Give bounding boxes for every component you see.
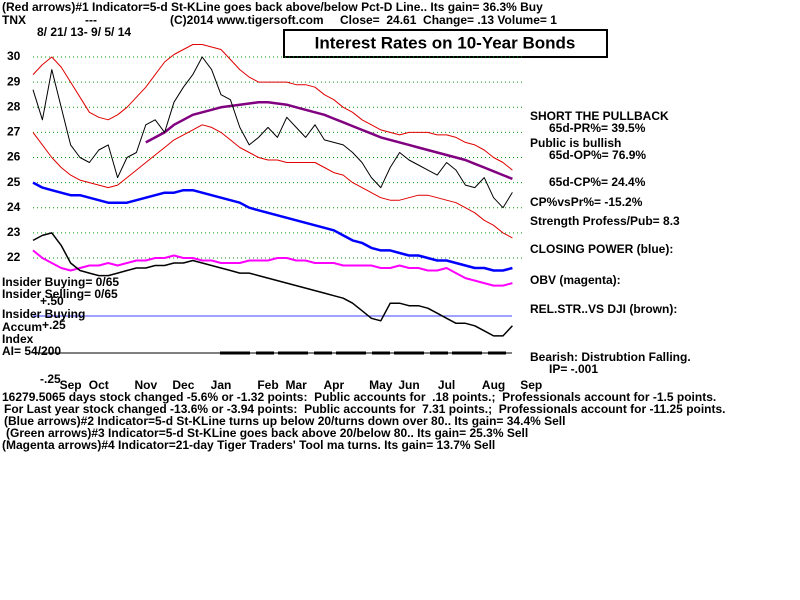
insider-note: Insider Buying= 0/65 bbox=[2, 275, 119, 289]
x-tick-label: Aug bbox=[482, 378, 505, 392]
copyright: (C)2014 www.tigersoft.com bbox=[170, 13, 324, 27]
series-name: REL.STR..VS DJI (brown): bbox=[530, 302, 677, 316]
insider-note: Insider Buying bbox=[2, 307, 85, 321]
x-tick-label: Jul bbox=[438, 378, 455, 392]
x-tick-label: Sep bbox=[520, 378, 542, 392]
signal-line: (Green arrows)#3 Indicator=5-d St-KLine … bbox=[6, 426, 528, 440]
series-line bbox=[32, 249, 513, 287]
series-name: CLOSING POWER (blue): bbox=[530, 242, 673, 256]
signal-line: (Blue arrows)#2 Indicator=5-d St-KLine t… bbox=[4, 414, 565, 428]
note: Strength Profess/Pub= 8.3 bbox=[530, 214, 680, 228]
y-tick-label: 26 bbox=[7, 150, 21, 164]
chart-title: Interest Rates on 10-Year Bonds bbox=[315, 33, 576, 52]
series-line bbox=[32, 181, 513, 272]
series-line bbox=[32, 56, 513, 209]
stats-line: 16279.5065 days stock changed -5.6% or -… bbox=[2, 390, 716, 404]
x-tick-label: Dec bbox=[172, 378, 194, 392]
signal-line: (Red arrows)#1 Indicator=5-d St-KLine go… bbox=[2, 0, 543, 14]
series-line bbox=[32, 44, 513, 171]
y-tick-label: 28 bbox=[7, 99, 21, 113]
y-tick-label: 24 bbox=[7, 200, 21, 214]
x-tick-label: Nov bbox=[134, 378, 157, 392]
x-tick-label: Oct bbox=[89, 378, 109, 392]
insider-note: +.50 bbox=[40, 294, 64, 308]
note: 65d-CP%= 24.4% bbox=[549, 175, 646, 189]
series-line bbox=[32, 232, 513, 337]
symbol: TNX bbox=[2, 13, 26, 27]
y-tick-label: 30 bbox=[7, 49, 21, 63]
note: 65d-OP%= 76.9% bbox=[549, 148, 646, 162]
insider-note: +.25 bbox=[42, 318, 66, 332]
note: SHORT THE PULLBACK bbox=[530, 109, 669, 123]
insider-note: Index bbox=[2, 332, 34, 346]
insider-note: -.25 bbox=[40, 372, 61, 386]
note: IP= -.001 bbox=[549, 362, 598, 376]
note: Bearish: Distrubtion Falling. bbox=[530, 350, 691, 364]
x-tick-label: Feb bbox=[257, 378, 278, 392]
quote: Close= 24.61 Change= .13 Volume= 1 bbox=[340, 13, 557, 27]
series-name: OBV (magenta): bbox=[530, 273, 621, 287]
y-tick-label: 23 bbox=[7, 225, 21, 239]
insider-note: AI= 54/200 bbox=[2, 344, 61, 358]
note: Public is bullish bbox=[530, 136, 621, 150]
date-range: 8/ 21/ 13- 9/ 5/ 14 bbox=[37, 25, 131, 39]
insider-note: Accum bbox=[2, 320, 42, 334]
y-tick-label: 25 bbox=[7, 175, 21, 189]
insider-note: Insider Selling= 0/65 bbox=[2, 287, 118, 301]
x-tick-label: Mar bbox=[286, 378, 308, 392]
y-tick-label: 22 bbox=[7, 250, 21, 264]
note: CP%vsPr%= -15.2% bbox=[530, 195, 643, 209]
note: 65d-PR%= 39.5% bbox=[549, 121, 646, 135]
x-tick-label: Jun bbox=[398, 378, 419, 392]
y-tick-label: 29 bbox=[7, 74, 21, 88]
x-tick-label: Sep bbox=[60, 378, 82, 392]
x-tick-label: Jan bbox=[211, 378, 232, 392]
title-box bbox=[283, 29, 608, 58]
y-tick-label: 27 bbox=[7, 125, 21, 139]
series-line bbox=[32, 124, 513, 239]
x-tick-label: May bbox=[369, 378, 393, 392]
stats-line: For Last year stock changed -13.6% or -3… bbox=[4, 402, 726, 416]
series-line bbox=[145, 100, 513, 181]
symbol-note: --- bbox=[85, 13, 97, 27]
signal-line: (Magenta arrows)#4 Indicator=21-day Tige… bbox=[2, 438, 495, 452]
x-tick-label: Apr bbox=[323, 378, 344, 392]
